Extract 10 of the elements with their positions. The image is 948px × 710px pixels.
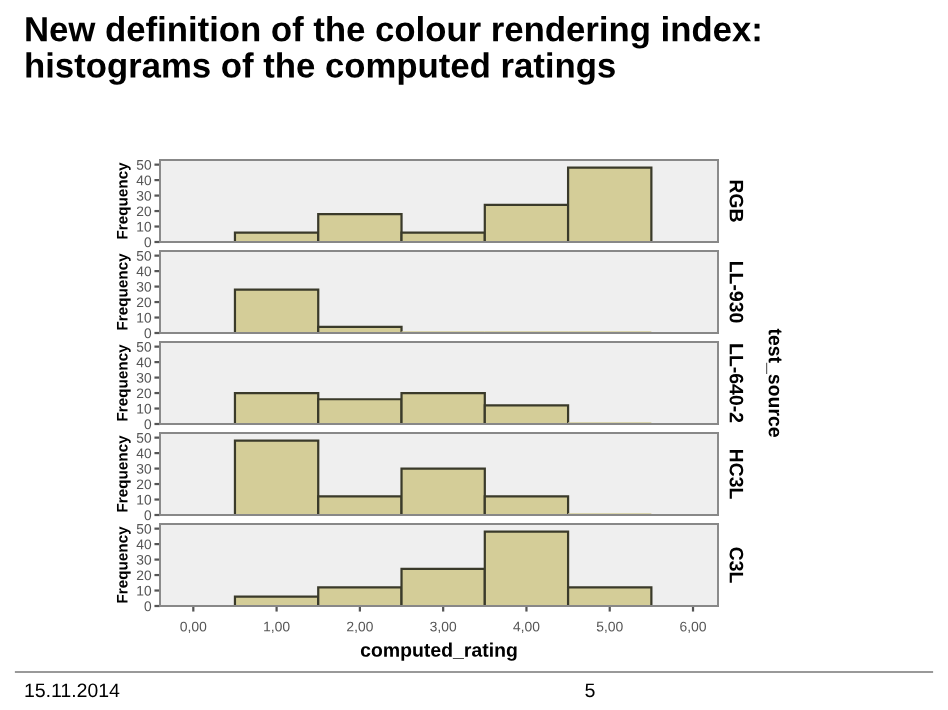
y2-axis-title: HC3L [729, 449, 744, 499]
text: 15.11.2014 [25, 683, 120, 698]
x-axis-title: computed_rating [360, 642, 517, 661]
text: 5 [585, 683, 595, 698]
y2-axis-title: C3L [729, 547, 744, 583]
y2-axis-title: RGB [729, 180, 744, 222]
chart-title: New definition of the colour rendering index: histograms of the computed ratings [26, 16, 760, 85]
y2-axis-title: LL-930 [729, 261, 744, 323]
y2-axis-title: LL-640-2 [729, 344, 744, 423]
text: test_source [766, 328, 782, 437]
